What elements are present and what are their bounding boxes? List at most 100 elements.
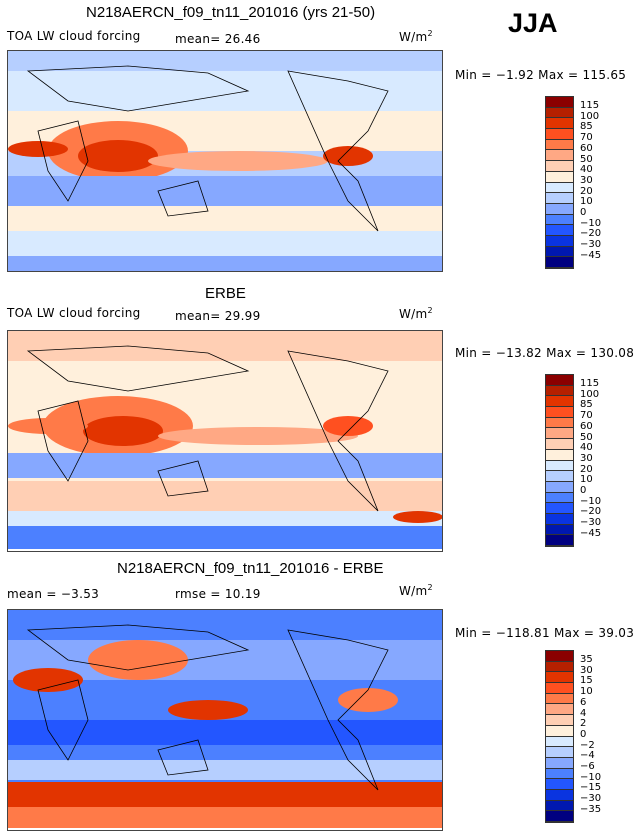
- colorbar-tick-label: −2: [580, 739, 595, 751]
- colorbar-swatch: [546, 757, 573, 769]
- map-contours: [8, 51, 442, 271]
- colorbar-swatch: [546, 747, 573, 758]
- colorbar-swatch: [546, 375, 573, 386]
- panel1-mean: mean= 26.46: [175, 32, 261, 46]
- colorbar-swatch: [546, 524, 573, 536]
- map-contours: [8, 331, 442, 549]
- colorbar-tick-label: 6: [580, 696, 587, 708]
- panel1-units: W/m2: [399, 29, 433, 44]
- colorbar-swatch: [546, 460, 573, 472]
- colorbar-swatch: [546, 439, 573, 450]
- colorbar-swatch: [546, 651, 573, 662]
- panel2-title: ERBE: [205, 285, 246, 302]
- colorbar-tick-label: −15: [580, 782, 602, 794]
- colorbar-swatch: [546, 193, 573, 204]
- colorbar-tick-label: −10: [580, 217, 602, 229]
- colorbar-swatch: [546, 492, 573, 504]
- panel2-colorbar-labels: 115 100 85 70 60 50 40 30 20 10 0 −10 −20 −30 −45: [580, 378, 602, 540]
- panel2-units: W/m2: [399, 306, 433, 321]
- map-contours: [8, 610, 442, 828]
- panel3-mean: mean = −3.53: [7, 587, 100, 601]
- colorbar-swatch: [546, 139, 573, 151]
- colorbar-tick-label: 85: [580, 121, 593, 133]
- colorbar-swatch: [546, 535, 573, 546]
- colorbar-tick-label: −30: [580, 239, 602, 251]
- colorbar-tick-label: 30: [580, 174, 593, 186]
- panel1-variable: TOA LW cloud forcing: [7, 29, 141, 43]
- colorbar-swatch: [546, 800, 573, 812]
- colorbar-swatch: [546, 161, 573, 172]
- panel2-colorbar: [545, 374, 574, 547]
- colorbar-tick-label: −10: [580, 495, 602, 507]
- colorbar-tick-label: 0: [580, 728, 587, 740]
- colorbar-swatch: [546, 396, 573, 408]
- colorbar-tick-label: 115: [580, 100, 600, 111]
- colorbar-swatch: [546, 449, 573, 461]
- colorbar-swatch: [546, 417, 573, 429]
- colorbar-tick-label: −6: [580, 761, 595, 773]
- colorbar-tick-label: 30: [580, 664, 593, 676]
- colorbar-swatch: [546, 214, 573, 226]
- colorbar-swatch: [546, 203, 573, 215]
- colorbar-swatch: [546, 704, 573, 716]
- panel2-minmax: Min = −13.82 Max = 130.08: [455, 346, 635, 360]
- colorbar-swatch: [546, 715, 573, 726]
- colorbar-tick-label: 60: [580, 420, 593, 432]
- colorbar-swatch: [546, 407, 573, 418]
- colorbar-tick-label: 2: [580, 718, 587, 730]
- panel1-minmax: Min = −1.92 Max = 115.65: [455, 68, 627, 82]
- colorbar-tick-label: 40: [580, 164, 593, 176]
- colorbar-swatch: [546, 768, 573, 780]
- colorbar-swatch: [546, 672, 573, 684]
- colorbar-swatch: [546, 779, 573, 790]
- colorbar-tick-label: 35: [580, 654, 593, 665]
- panel3-map: [7, 609, 443, 831]
- panel3-rmse: rmse = 10.19: [175, 587, 261, 601]
- colorbar-tick-label: 85: [580, 399, 593, 411]
- colorbar-tick-label: 60: [580, 142, 593, 154]
- colorbar-swatch: [546, 118, 573, 130]
- colorbar-tick-label: 100: [580, 110, 600, 122]
- panel1-title: N218AERCN_f09_tn11_201016 (yrs 21-50): [86, 4, 376, 21]
- panel3-minmax: Min = −118.81 Max = 39.03: [455, 626, 635, 640]
- colorbar-tick-label: −45: [580, 249, 602, 261]
- colorbar-tick-label: −10: [580, 771, 602, 783]
- colorbar-swatch: [546, 129, 573, 140]
- colorbar-swatch: [546, 513, 573, 525]
- colorbar-tick-label: 0: [580, 207, 587, 219]
- colorbar-tick-label: 50: [580, 431, 593, 443]
- colorbar-swatch: [546, 235, 573, 247]
- colorbar-tick-label: 10: [580, 686, 593, 698]
- colorbar-swatch: [546, 811, 573, 822]
- colorbar-swatch: [546, 471, 573, 482]
- colorbar-swatch: [546, 171, 573, 183]
- colorbar-tick-label: −35: [580, 803, 602, 815]
- colorbar-tick-label: 100: [580, 388, 600, 400]
- colorbar-tick-label: 30: [580, 452, 593, 464]
- colorbar-tick-label: 10: [580, 196, 593, 208]
- panel1-colorbar-labels: 115 100 85 70 60 50 40 30 20 10 0 −10 −20 −30 −45: [580, 100, 602, 262]
- colorbar-swatch: [546, 789, 573, 801]
- colorbar-swatch: [546, 97, 573, 108]
- colorbar-swatch: [546, 661, 573, 673]
- colorbar-swatch: [546, 246, 573, 258]
- colorbar-swatch: [546, 503, 573, 514]
- colorbar-swatch: [546, 736, 573, 748]
- colorbar-tick-label: 20: [580, 463, 593, 475]
- colorbar-swatch: [546, 428, 573, 440]
- colorbar-tick-label: 70: [580, 410, 593, 422]
- colorbar-tick-label: −30: [580, 517, 602, 529]
- panel2-map: [7, 330, 443, 552]
- panel3-colorbar: [545, 650, 574, 823]
- colorbar-tick-label: −45: [580, 527, 602, 539]
- colorbar-swatch: [546, 107, 573, 119]
- colorbar-tick-label: 115: [580, 378, 600, 389]
- colorbar-swatch: [546, 257, 573, 268]
- panel3-units: W/m2: [399, 583, 433, 598]
- panel3-title: N218AERCN_f09_tn11_201016 - ERBE: [117, 560, 384, 577]
- panel2-mean: mean= 29.99: [175, 309, 261, 323]
- colorbar-swatch: [546, 150, 573, 162]
- colorbar-swatch: [546, 693, 573, 705]
- panel2-variable: TOA LW cloud forcing: [7, 306, 141, 320]
- colorbar-tick-label: 10: [580, 474, 593, 486]
